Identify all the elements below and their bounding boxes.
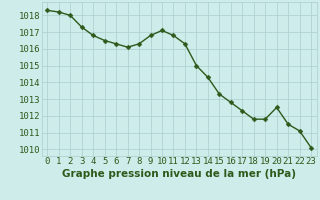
X-axis label: Graphe pression niveau de la mer (hPa): Graphe pression niveau de la mer (hPa): [62, 169, 296, 179]
